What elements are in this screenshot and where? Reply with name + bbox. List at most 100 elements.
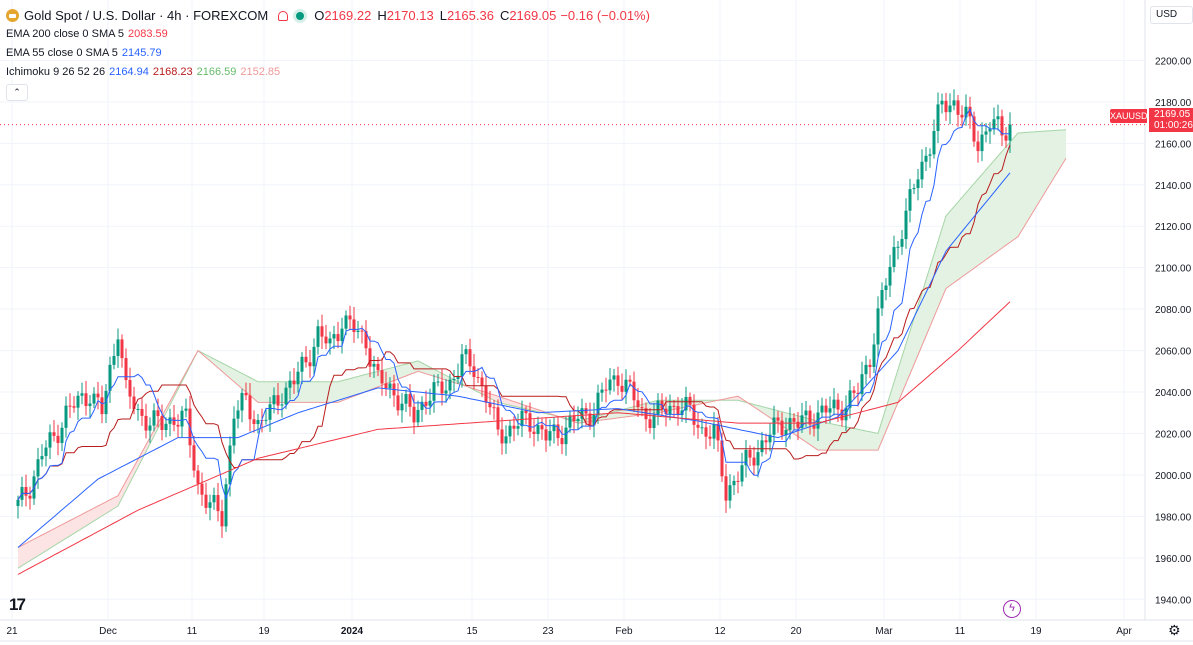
x-tick-label: Feb	[615, 626, 633, 637]
candle-body	[700, 427, 704, 429]
candle-body	[164, 423, 168, 431]
symbol-header[interactable]: Gold Spot / U.S. Dollar · 4h · FOREXCOM …	[6, 6, 654, 25]
candle-body	[572, 415, 576, 422]
candle-body	[136, 409, 140, 411]
ichimoku-cloud-segment	[370, 372, 374, 390]
candle-body	[956, 100, 960, 115]
ichimoku-cloud-segment	[342, 379, 346, 401]
candle-body	[932, 131, 936, 155]
candle-body	[596, 392, 600, 415]
candle-body	[960, 114, 964, 118]
ichimoku-cloud-segment	[862, 430, 866, 451]
currency-selector[interactable]: USD	[1150, 6, 1193, 24]
candle-body	[320, 326, 324, 337]
ichimoku-cloud-segment	[98, 503, 102, 519]
candle-body	[608, 379, 612, 391]
ichimoku-cloud-segment	[242, 373, 246, 393]
candle-body	[612, 375, 616, 380]
ichimoku-cloud-segment	[922, 279, 926, 346]
lightning-icon[interactable]: ϟ	[1003, 600, 1021, 618]
ichimoku-cloud-segment	[234, 369, 238, 386]
candle-body	[244, 392, 248, 396]
ichimoku-cloud-segment	[506, 398, 510, 406]
tradingview-logo-icon[interactable]: 17	[9, 595, 26, 614]
ichimoku-cloud-segment	[138, 452, 142, 468]
ichimoku-cloud-segment	[958, 197, 962, 280]
indicator-value: 2164.94	[109, 66, 149, 78]
ichimoku-cloud-segment	[298, 381, 302, 403]
candle-body	[96, 393, 100, 398]
ichimoku-cloud-segment	[130, 466, 134, 483]
candle-body	[664, 408, 668, 415]
symbol-title: Gold Spot / U.S. Dollar · 4h · FOREXCOM	[24, 8, 269, 23]
candle-body	[920, 161, 924, 180]
y-tick-label: 2120.00	[1155, 222, 1192, 233]
candle-body	[448, 379, 452, 391]
ichimoku-cloud-segment	[122, 481, 126, 499]
candle-body	[768, 434, 772, 443]
candle-body	[304, 356, 308, 363]
candle-body	[916, 179, 920, 189]
alert-icon[interactable]	[278, 10, 289, 21]
ichimoku-cloud-segment	[1046, 130, 1050, 191]
ichimoku-cloud-segment	[918, 292, 922, 355]
ichimoku-cloud-segment	[866, 430, 870, 451]
candle-body	[852, 390, 856, 393]
candle-body	[948, 105, 952, 113]
candle-body	[324, 336, 328, 344]
candle-body	[516, 426, 520, 429]
ichimoku-cloud-segment	[118, 488, 122, 507]
candle-body	[444, 390, 448, 394]
candle-body	[580, 408, 584, 419]
candle-body	[848, 390, 852, 408]
candle-body	[440, 381, 444, 394]
candle-body	[40, 456, 44, 460]
ichimoku-cloud-segment	[146, 437, 150, 452]
y-tick-label: 1940.00	[1155, 595, 1192, 606]
candle-body	[620, 385, 624, 392]
indicator-ichimoku[interactable]: Ichimoku 9 26 52 26 2164.94 2168.23 2166…	[6, 63, 654, 82]
candle-body	[316, 326, 320, 347]
ichimoku-cloud-segment	[1054, 130, 1058, 178]
ichimoku-cloud-segment	[350, 377, 354, 398]
candle-body	[892, 247, 896, 267]
ichimoku-cloud-segment	[914, 305, 918, 365]
indicator-ema200[interactable]: EMA 200 close 0 SMA 5 2083.59	[6, 25, 654, 44]
candle-body	[76, 395, 80, 408]
ichimoku-cloud-segment	[42, 532, 46, 554]
x-tick-label: 19	[258, 626, 270, 637]
candle-body	[780, 420, 784, 436]
candle-body	[408, 394, 412, 407]
candle-body	[312, 346, 316, 367]
x-tick-label: 15	[466, 626, 478, 637]
candle-body	[692, 404, 696, 425]
candle-body	[588, 413, 592, 426]
candle-body	[672, 405, 676, 407]
candle-body	[756, 452, 760, 466]
ohlc-open-value: 2169.22	[324, 8, 372, 23]
ichimoku-cloud-segment	[870, 431, 874, 451]
ichimoku-cloud-segment	[226, 365, 230, 379]
y-tick-label: 2040.00	[1155, 388, 1192, 399]
candle-body	[116, 339, 120, 356]
ichimoku-cloud-segment	[886, 395, 890, 432]
candle-body	[764, 440, 768, 443]
ichimoku-cloud-segment	[1018, 132, 1022, 237]
candle-body	[88, 403, 92, 407]
indicator-ema55[interactable]: EMA 55 close 0 SMA 5 2145.79	[6, 44, 654, 63]
y-tick-label: 1980.00	[1155, 512, 1192, 523]
candle-body	[412, 406, 416, 423]
candle-body	[924, 155, 928, 162]
candle-body	[124, 358, 128, 381]
ichimoku-cloud-segment	[254, 379, 258, 403]
ichimoku-cloud-segment	[898, 356, 902, 403]
settings-gear-icon[interactable]: ⚙	[1168, 622, 1181, 638]
candle-body	[388, 383, 392, 389]
candle-body	[428, 400, 432, 406]
candle-body	[696, 424, 700, 428]
candle-body	[368, 348, 372, 367]
ichimoku-cloud-segment	[1034, 131, 1038, 211]
ichimoku-cloud-segment	[910, 318, 914, 374]
collapse-legend-button[interactable]: ⌃	[6, 84, 28, 101]
